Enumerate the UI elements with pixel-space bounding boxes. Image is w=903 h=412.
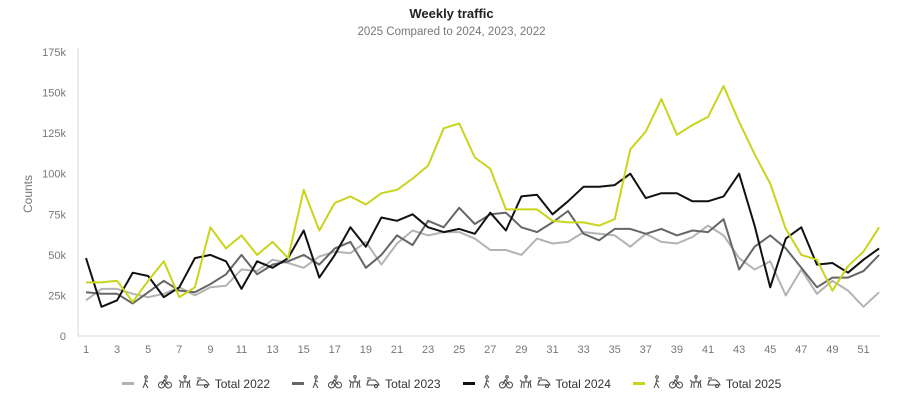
x-tick-label: 13 — [266, 344, 278, 356]
x-tick-label: 47 — [795, 344, 807, 356]
y-tick-label: 100k — [42, 169, 66, 181]
legend-swatch — [632, 382, 645, 385]
y-tick-label: 75k — [48, 209, 66, 221]
bicycle-icon — [328, 375, 343, 392]
y-tick-label: 125k — [42, 128, 66, 140]
car-icon — [196, 375, 210, 392]
legend-swatch — [292, 382, 305, 385]
series-line-total-2022 — [85, 224, 880, 308]
x-tick-label: 27 — [484, 344, 496, 356]
y-tick-label: 150k — [42, 88, 66, 100]
bicycle-icon — [498, 375, 513, 392]
x-tick-label: 35 — [609, 344, 621, 356]
x-tick-label: 43 — [733, 344, 745, 356]
car-icon — [707, 375, 721, 392]
x-tick-label: 33 — [577, 344, 589, 356]
series-line-total-2025 — [86, 85, 880, 303]
legend-label: Total 2024 — [555, 376, 611, 391]
legend-label: Total 2022 — [214, 376, 271, 391]
chart-subtitle: 2025 Compared to 2024, 2023, 2022 — [357, 26, 546, 38]
legend-swatch — [121, 382, 134, 385]
legend-label: Total 2025 — [725, 376, 782, 391]
x-tick-label: 39 — [671, 344, 683, 356]
chart-title: Weekly traffic — [409, 6, 494, 21]
x-tick-label: 29 — [515, 344, 527, 356]
legend-item[interactable]: Total 2024 — [462, 375, 611, 392]
x-tick-label: 9 — [207, 344, 213, 356]
x-tick-label: 7 — [176, 344, 182, 356]
x-tick-label: 3 — [114, 344, 120, 356]
legend-item[interactable]: Total 2025 — [632, 375, 782, 392]
x-tick-label: 45 — [764, 344, 776, 356]
x-tick-label: 1 — [83, 344, 89, 356]
horse-rider-icon — [347, 375, 361, 392]
y-tick-label: 175k — [42, 47, 66, 59]
y-tick-label: 25k — [48, 290, 66, 302]
y-axis-label: Counts — [21, 175, 35, 213]
legend-item[interactable]: Total 2023 — [292, 375, 441, 392]
bicycle-icon — [668, 375, 683, 392]
bicycle-icon — [157, 375, 172, 392]
pedestrian-icon — [309, 375, 323, 392]
horse-rider-icon — [518, 375, 532, 392]
x-tick-label: 23 — [422, 344, 434, 356]
x-tick-label: 5 — [145, 344, 151, 356]
x-tick-label: 51 — [857, 344, 869, 356]
x-tick-label: 37 — [640, 344, 652, 356]
x-tick-label: 41 — [702, 344, 714, 356]
legend-item[interactable]: Total 2022 — [121, 375, 271, 392]
horse-rider-icon — [688, 375, 702, 392]
car-icon — [366, 375, 380, 392]
pedestrian-icon — [480, 375, 494, 392]
x-tick-label: 15 — [298, 344, 310, 356]
y-tick-label: 50k — [48, 250, 66, 262]
x-tick-label: 17 — [329, 344, 341, 356]
x-tick-label: 19 — [360, 344, 372, 356]
pedestrian-icon — [650, 375, 664, 392]
x-tick-label: 49 — [826, 344, 838, 356]
x-tick-label: 21 — [391, 344, 403, 356]
series-line-total-2024 — [85, 172, 880, 308]
x-tick-label: 31 — [546, 344, 558, 356]
x-tick-label: 25 — [453, 344, 465, 356]
y-tick-label: 0 — [60, 331, 66, 343]
car-icon — [537, 375, 551, 392]
pedestrian-icon — [139, 375, 153, 392]
horse-rider-icon — [177, 375, 191, 392]
legend: Total 2022 Total 2023 Total 2024 Total 2025 — [0, 375, 903, 392]
series-line-total-2023 — [85, 206, 880, 305]
legend-label: Total 2023 — [385, 376, 441, 391]
x-tick-label: 11 — [236, 344, 247, 356]
legend-swatch — [462, 382, 475, 385]
